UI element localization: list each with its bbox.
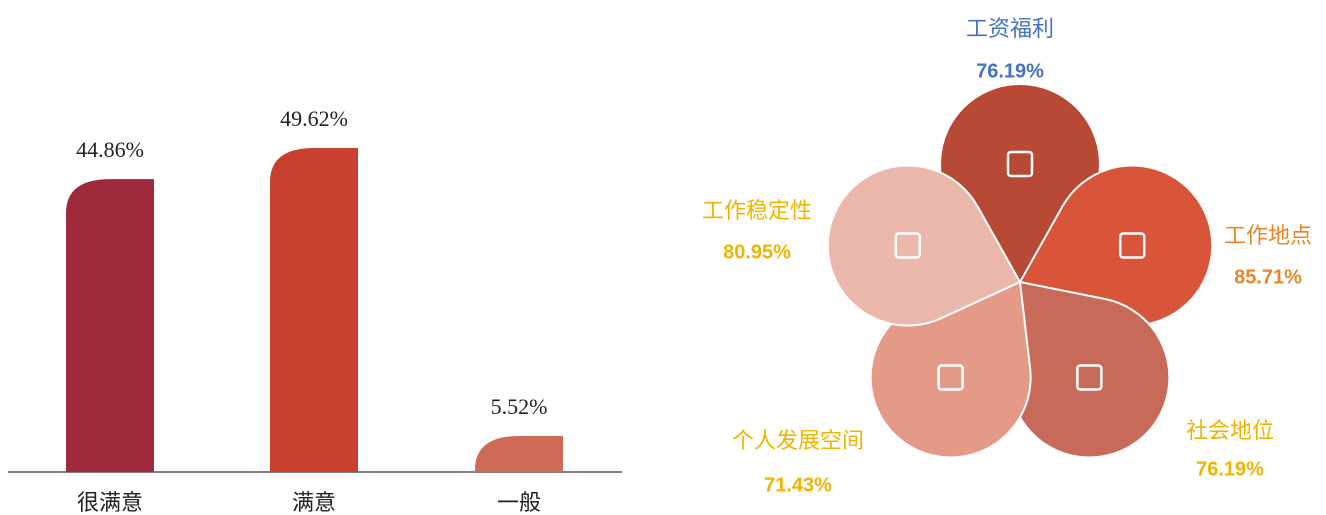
petal-value: 76.19% bbox=[1196, 458, 1264, 480]
petal-label: 工作地点 bbox=[1224, 224, 1312, 249]
petal-icon bbox=[1076, 364, 1103, 391]
petal-icon bbox=[1006, 150, 1034, 178]
petal-icon bbox=[1118, 232, 1146, 259]
value-label: 5.52% bbox=[491, 394, 548, 419]
value-label: 49.62% bbox=[280, 106, 348, 131]
petal-label: 社会地位 bbox=[1186, 419, 1274, 444]
petal-icon bbox=[937, 364, 964, 391]
petal-label: 个人发展空间 bbox=[732, 429, 864, 454]
value-label: 44.86% bbox=[76, 137, 144, 162]
x-tick-label: 一般 bbox=[497, 490, 541, 515]
bar bbox=[475, 435, 563, 472]
bar bbox=[66, 179, 154, 473]
petal-icon bbox=[894, 232, 922, 259]
petal-label: 工作稳定性 bbox=[702, 199, 812, 224]
petal-value: 71.43% bbox=[764, 474, 832, 496]
bar bbox=[270, 148, 358, 472]
x-tick-label: 满意 bbox=[292, 490, 336, 515]
petal-label: 工资福利 bbox=[966, 17, 1054, 42]
petal-value: 80.95% bbox=[723, 241, 791, 263]
petal-value: 76.19% bbox=[976, 60, 1044, 82]
petal-value: 85.71% bbox=[1234, 266, 1302, 288]
petal bbox=[826, 164, 1022, 327]
x-tick-label: 很满意 bbox=[77, 490, 143, 515]
